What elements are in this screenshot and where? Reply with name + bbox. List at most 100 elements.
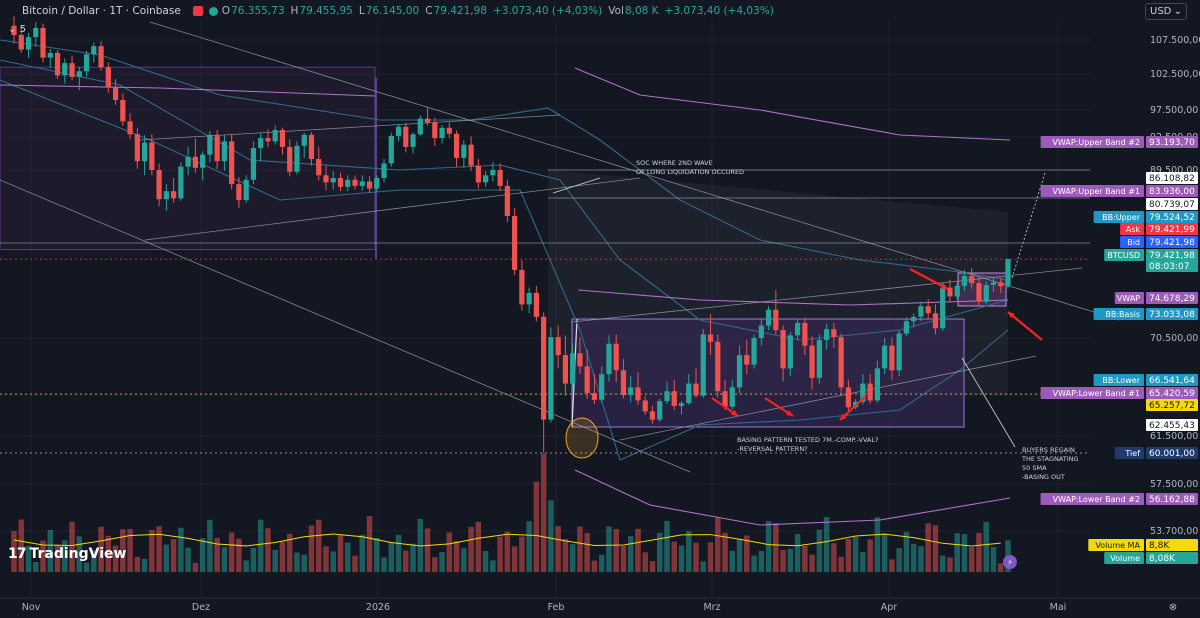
soc-arrow [552, 177, 601, 194]
time-tick-label: Dez [192, 602, 210, 613]
volume-bar [519, 536, 525, 572]
volume-bar [76, 536, 83, 572]
overlays [0, 21, 1121, 526]
volume-bar [664, 520, 670, 572]
volume-bar [69, 521, 75, 572]
candle-body [178, 166, 184, 199]
price-label-value: 08:03:07 [1149, 262, 1189, 272]
candle-body [316, 159, 322, 176]
volume-bar [199, 538, 206, 572]
interval-number: 5 [19, 24, 26, 35]
candle-body [105, 67, 111, 87]
candle-body [657, 401, 663, 420]
candle-body [91, 46, 97, 55]
volume-bar [889, 559, 895, 572]
candle-body [33, 27, 39, 38]
red-arrow-head [731, 409, 738, 416]
low-value: 76.145,00 [365, 5, 420, 17]
candle-body [722, 391, 728, 407]
candle-body [265, 138, 271, 142]
price-label-box [1146, 374, 1198, 386]
candle-body [446, 127, 452, 134]
candle-body [432, 122, 438, 139]
price-label-value: 65.257,72 [1149, 401, 1195, 411]
price-label-name-box [1114, 447, 1144, 459]
price-label-name: VWAP [1117, 294, 1140, 303]
volume-bar [410, 543, 416, 572]
candle-body [765, 309, 772, 326]
price-label-box [1146, 236, 1198, 248]
candle-body [62, 63, 68, 76]
candle-body [867, 383, 873, 401]
volume-bar [141, 558, 148, 572]
settings-icon: ⊗ [1169, 602, 1177, 613]
volume-label-value: 8,8K [1149, 541, 1170, 551]
price-label-box [1146, 172, 1198, 184]
price-label-value: 93.193,70 [1149, 138, 1195, 148]
volume-bar [896, 548, 902, 572]
candle-body [715, 341, 721, 392]
trendline-lower-diag [0, 179, 691, 473]
candle-body [802, 322, 808, 346]
candle-body [120, 99, 126, 122]
candle-body [686, 383, 692, 404]
candle-body [475, 165, 481, 183]
price-label-name-box [1040, 387, 1144, 399]
volume-bar [831, 543, 837, 572]
volume-bar [548, 500, 554, 572]
currency-select[interactable]: USD ⌄ [1145, 3, 1187, 20]
interval-indicator[interactable]: ⌄ 5 [8, 24, 26, 35]
candle-body [149, 142, 155, 170]
symbol-title[interactable]: Bitcoin / Dollar · 1T · Coinbase [22, 5, 181, 17]
volume-bar [976, 532, 982, 572]
trendline-upper-diag [149, 21, 1121, 321]
price-tick-label: 107.500,00 [1150, 35, 1200, 46]
volume-bar [40, 540, 46, 572]
symbol-header: Bitcoin / Dollar · 1T · Coinbase O 76.355… [0, 0, 780, 22]
price-tick-label: 70.500,00 [1150, 333, 1198, 344]
candle-body [707, 334, 714, 342]
close-label: C [425, 5, 433, 17]
candle-body [577, 353, 583, 367]
time-axis[interactable]: Nov Dez 2026 Feb Mrz Apr Mai ⊗ [0, 597, 1200, 613]
price-axis[interactable]: 107.500,00102.500,0097.500,0092.500,0089… [1150, 35, 1200, 537]
volume-bar [47, 529, 54, 572]
volume-bar [497, 536, 503, 572]
candle-body [700, 334, 706, 396]
volume-bar [286, 533, 293, 572]
price-label-box [1146, 136, 1198, 148]
open-label: O [221, 5, 231, 17]
annotation-basing-line: -REVERSAL PATTERN? [737, 445, 808, 453]
volume-bar [83, 562, 90, 572]
candle-body [330, 177, 336, 183]
volume-label-name-box [1104, 552, 1144, 564]
price-tick-label: 61.500,00 [1150, 431, 1198, 442]
volume-bar [214, 537, 220, 572]
high-value: 79.455,95 [299, 5, 353, 17]
volume-bar [417, 518, 424, 572]
volume-bar [540, 453, 547, 572]
price-label-name-box [1093, 308, 1144, 320]
volume-bar [374, 537, 380, 572]
price-label-value: 79.421,98 [1149, 238, 1195, 248]
volume-bar [555, 525, 561, 572]
volume-bar [207, 519, 213, 572]
volume-bar [54, 544, 61, 572]
candle-body [613, 343, 619, 371]
volume-bar [577, 526, 583, 572]
price-label-value: 79.524,52 [1149, 213, 1195, 223]
price-label-name: BB:Lower [1102, 376, 1140, 385]
candle-body [983, 284, 989, 302]
candle-body [83, 54, 90, 72]
volume-bar [344, 542, 351, 572]
candle-body [599, 374, 605, 400]
capitulation-circle [565, 417, 599, 459]
candle-body [98, 46, 104, 68]
volume-bar [773, 523, 779, 572]
candle-body [134, 134, 140, 162]
candle-body [272, 129, 278, 142]
candle-body [606, 343, 612, 375]
candle-body [889, 345, 895, 371]
price-label-name-box [1040, 136, 1144, 148]
